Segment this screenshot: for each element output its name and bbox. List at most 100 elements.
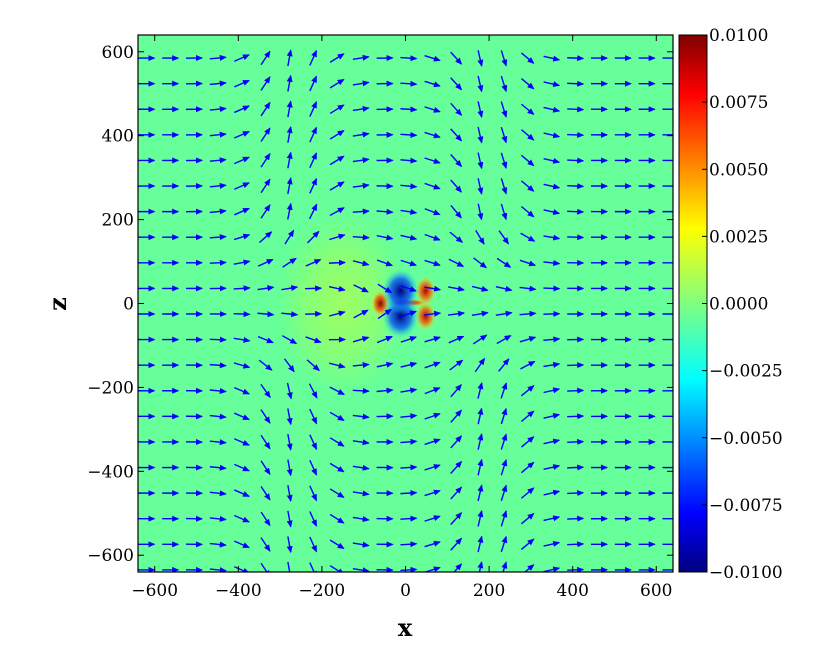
vector-arrow — [450, 77, 463, 91]
vector-arrow — [260, 537, 271, 552]
vector-arrow — [543, 183, 561, 190]
vector-arrow — [424, 208, 441, 216]
vector-arrow — [258, 359, 273, 371]
vector-arrow — [520, 538, 535, 550]
vector-arrow — [501, 561, 508, 572]
vector-arrow — [329, 565, 345, 572]
vector-arrow — [519, 285, 537, 292]
vector-arrow — [450, 460, 463, 474]
vector-arrow — [329, 53, 345, 63]
vector-arrow — [520, 410, 535, 423]
vector-arrow — [233, 336, 251, 343]
vector-arrow — [281, 285, 299, 292]
vector-arrow — [328, 259, 346, 266]
vector-arrow — [309, 408, 318, 425]
vector-arrow — [309, 75, 318, 92]
vector-arrow — [260, 460, 271, 476]
vector-arrow — [234, 131, 250, 139]
vector-arrow — [329, 78, 345, 89]
vector-arrow — [286, 74, 293, 92]
vector-arrow — [260, 486, 271, 501]
vector-arrow — [543, 285, 561, 292]
vector-arrow — [424, 336, 441, 343]
vector-arrow — [449, 359, 464, 371]
vector-arrow — [352, 490, 370, 497]
vector-arrow — [309, 126, 318, 143]
vector-arrow — [448, 310, 465, 317]
vector-arrow — [453, 563, 463, 572]
vector-arrow — [543, 81, 561, 88]
vector-arrow — [352, 362, 370, 368]
vector-arrow — [543, 464, 561, 471]
vector-arrow — [257, 258, 274, 267]
vector-arrow — [424, 131, 441, 139]
vector-arrow — [284, 229, 295, 245]
vector-arrow — [352, 157, 370, 164]
vector-arrow — [500, 407, 508, 425]
vector-arrow — [209, 439, 227, 446]
vector-arrow — [234, 207, 250, 216]
vector-arrow — [352, 541, 370, 548]
heatmap-features — [275, 209, 437, 398]
x-tick-label: 0 — [400, 581, 411, 601]
vector-arrow — [519, 259, 537, 267]
vector-arrow — [209, 106, 227, 113]
vector-arrow — [400, 259, 418, 267]
colorbar-tick-label: −0.0100 — [709, 563, 783, 583]
vector-arrow — [520, 52, 535, 64]
vector-arrow — [329, 437, 345, 447]
vector-arrow — [424, 157, 441, 164]
vector-arrow — [424, 412, 441, 420]
vector-arrow — [500, 203, 508, 221]
vector-arrow — [543, 106, 561, 113]
colorbar-tick-label: −0.0075 — [709, 496, 783, 516]
vector-arrow — [567, 106, 585, 113]
heatmap-feature — [414, 276, 437, 306]
vector-arrow — [424, 259, 441, 267]
vector-arrow — [281, 311, 299, 318]
vector-arrow — [498, 358, 510, 372]
vector-arrow — [450, 179, 462, 193]
heatmap-feature — [414, 301, 437, 331]
vector-arrow — [352, 80, 370, 87]
vector-arrow — [209, 567, 227, 572]
vector-arrow — [209, 336, 227, 343]
vector-arrow — [543, 540, 561, 547]
vector-arrow — [567, 55, 585, 62]
vector-arrow — [500, 178, 508, 195]
vector-arrow — [424, 55, 441, 62]
x-tick-label: 400 — [556, 581, 588, 601]
vector-arrow — [352, 516, 370, 522]
vector-arrow — [352, 260, 370, 267]
vector-arrow — [519, 336, 537, 343]
vector-arrow — [520, 512, 535, 525]
vector-arrow — [500, 127, 508, 144]
vector-arrow — [400, 541, 418, 548]
vector-arrow — [400, 336, 417, 343]
vector-arrow — [450, 383, 462, 398]
vector-arrow — [329, 233, 346, 241]
vector-arrow — [520, 78, 535, 90]
vector-arrow — [260, 101, 271, 117]
vector-arrow — [477, 203, 484, 221]
vector-arrow — [257, 335, 274, 344]
vector-arrow — [424, 310, 442, 317]
vector-arrow — [477, 458, 484, 476]
vector-arrow — [309, 485, 318, 502]
x-tick-label: −600 — [131, 581, 178, 601]
vector-arrow — [424, 182, 441, 190]
vector-arrow — [305, 336, 322, 344]
vector-arrow — [477, 509, 484, 527]
vector-arrow — [543, 515, 561, 522]
vector-arrow — [498, 230, 509, 245]
vector-arrow — [352, 464, 370, 471]
vector-arrow — [543, 489, 561, 496]
vector-arrow — [329, 411, 345, 421]
vector-arrow — [286, 382, 293, 400]
vector-arrow — [209, 464, 227, 471]
vector-arrow — [543, 209, 561, 215]
vector-arrow — [260, 562, 271, 572]
vector-arrow — [567, 208, 585, 215]
x-tick-label: −200 — [299, 581, 346, 601]
vector-arrow — [234, 514, 250, 523]
